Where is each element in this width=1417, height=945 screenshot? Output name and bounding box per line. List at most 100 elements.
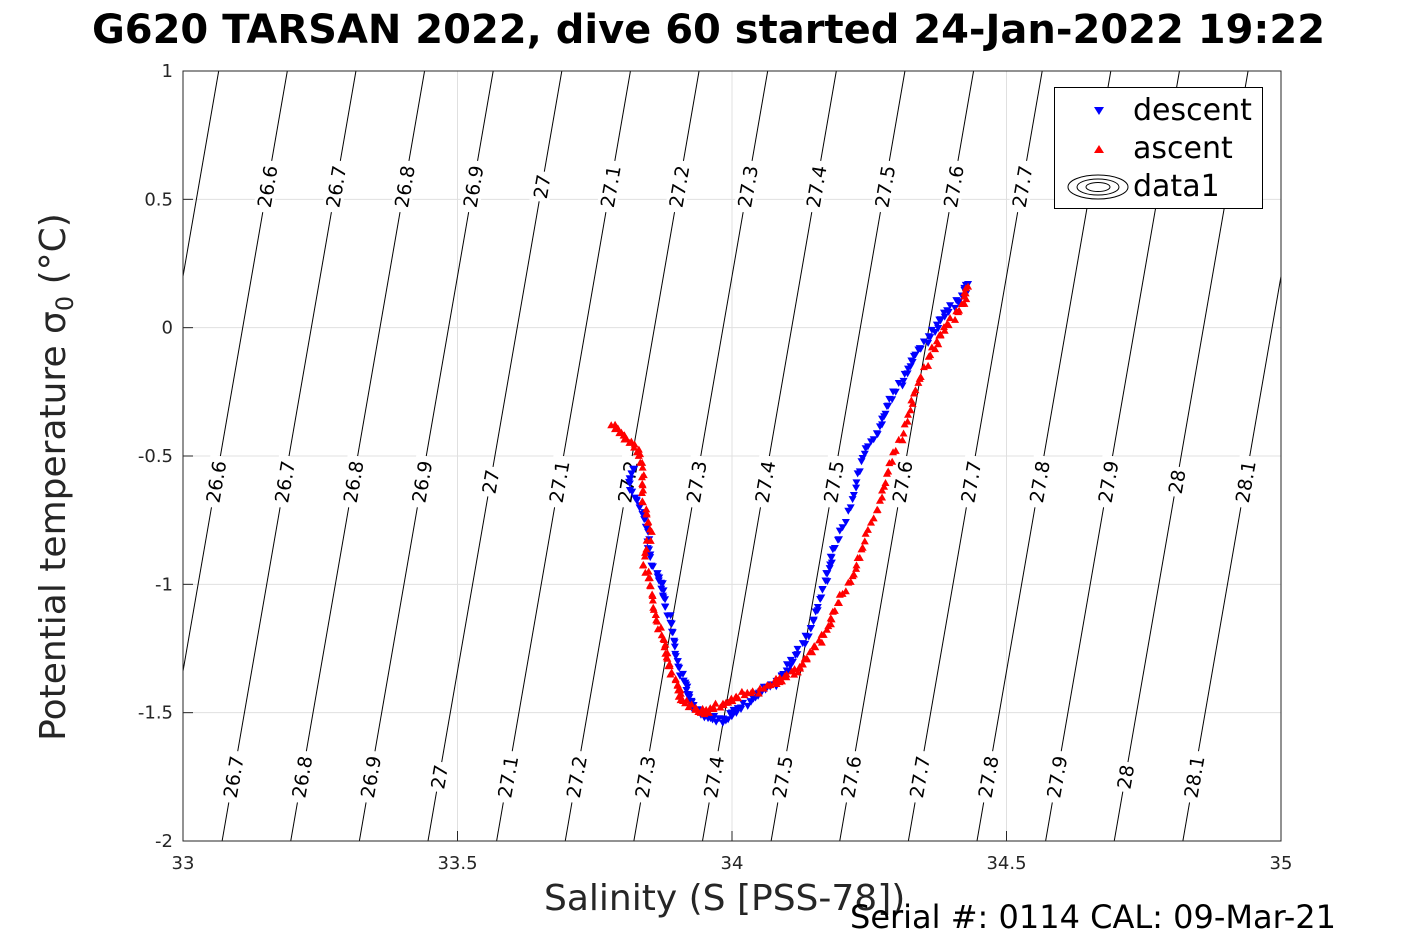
ascent-point (673, 681, 682, 689)
descent-point (827, 559, 836, 567)
contour-label-text: 27 (427, 763, 453, 791)
contour-label-bg (478, 465, 503, 499)
y-tick-label: 0 (162, 318, 173, 339)
ascent-point (704, 708, 713, 716)
ascent-point (830, 606, 839, 614)
contour-label: 27.5 (819, 454, 849, 509)
x-axis-label: Salinity (S [PSS-78]) (544, 878, 906, 919)
ascent-point (891, 446, 900, 454)
ascent-point (691, 703, 700, 711)
ascent-point (636, 450, 645, 458)
descent-point (675, 664, 684, 672)
ascent-point (777, 677, 786, 685)
data-series (607, 281, 973, 727)
descent-point (846, 504, 855, 512)
ascent-point (867, 518, 876, 526)
ascent-point (657, 623, 666, 631)
ascent-point (908, 399, 917, 407)
descent-point (916, 345, 925, 353)
isopycnal-line (1182, 273, 1281, 841)
descent-point (667, 620, 676, 628)
ascent-point (884, 467, 893, 475)
contour-ellipse-icon (1067, 174, 1129, 200)
ascent-point (899, 429, 908, 437)
ascent-point (951, 315, 960, 323)
ascent-point (637, 473, 646, 481)
contour-label: 27.8 (973, 749, 1004, 805)
descent-point (955, 298, 964, 306)
ascent-point (647, 527, 656, 535)
descent-point (860, 450, 869, 458)
descent-point (793, 651, 802, 659)
y-tick-label: 1 (162, 61, 173, 82)
contour-label-bg (201, 454, 231, 509)
contour-label-bg (699, 749, 728, 805)
descent-point (743, 702, 752, 710)
ascent-point (638, 498, 647, 506)
descent-point (661, 603, 670, 611)
descent-point (834, 536, 843, 544)
y-tick-label: -2 (155, 831, 173, 852)
contour-label-bg (836, 749, 866, 805)
legend-item-data1: data1 (1055, 168, 1262, 206)
ascent-point (860, 537, 869, 545)
ascent-point (955, 306, 964, 314)
ascent-point (644, 517, 653, 525)
descent-point (852, 479, 861, 487)
contour-label-text: 27 (530, 173, 556, 201)
descent-point (881, 410, 890, 418)
ascent-point (676, 691, 685, 699)
ascent-point (651, 611, 660, 619)
descent-point (732, 709, 741, 717)
contour-label-bg (733, 159, 762, 214)
ascent-point (869, 514, 878, 522)
descent-point (779, 670, 788, 678)
ascent-point (926, 351, 935, 359)
descent-point (661, 596, 670, 604)
ascent-point (644, 567, 653, 575)
ascent-point (676, 686, 685, 694)
contour-label-bg (544, 454, 574, 509)
ascent-point (817, 638, 826, 646)
ascent-point (861, 529, 870, 537)
contour-label-bg (801, 159, 831, 214)
descent-point (666, 612, 675, 620)
descent-point (671, 653, 680, 661)
ascent-point (638, 458, 647, 466)
ascent-point (682, 696, 691, 704)
descent-point (678, 670, 687, 678)
contour-label-bg (682, 454, 711, 509)
contour-label-bg (407, 454, 437, 509)
ascent-point (834, 598, 843, 606)
contour-label-bg (956, 454, 986, 509)
descent-point (632, 497, 641, 505)
descent-point (841, 518, 850, 526)
contour-label-bg (750, 454, 780, 509)
contour-label: 28 (1164, 465, 1191, 499)
descent-point (888, 396, 897, 404)
contour-label-bg (252, 159, 282, 214)
ascent-point (646, 582, 655, 590)
ascent-point (858, 543, 867, 551)
ascent-point (904, 410, 913, 418)
ascent-point (852, 561, 861, 569)
contour-label-text: 28 (1165, 468, 1191, 496)
contour-label: 27 (478, 465, 504, 499)
descent-point (807, 624, 816, 632)
ascent-point (878, 493, 887, 501)
ascent-point (936, 331, 945, 339)
contour-label-bg (870, 159, 900, 214)
ascent-point (648, 596, 657, 604)
ascent-point (855, 553, 864, 561)
descent-point (873, 431, 882, 439)
ascent-point (903, 417, 912, 425)
descent-point (907, 357, 916, 365)
descent-point (940, 313, 949, 321)
ascent-point (802, 654, 811, 662)
contour-label-bg (819, 454, 848, 509)
legend-label-descent: descent (1133, 93, 1252, 128)
ascent-point (934, 340, 943, 348)
ascent-point (873, 505, 882, 513)
ascent-point (766, 681, 775, 689)
descent-point (724, 716, 733, 724)
